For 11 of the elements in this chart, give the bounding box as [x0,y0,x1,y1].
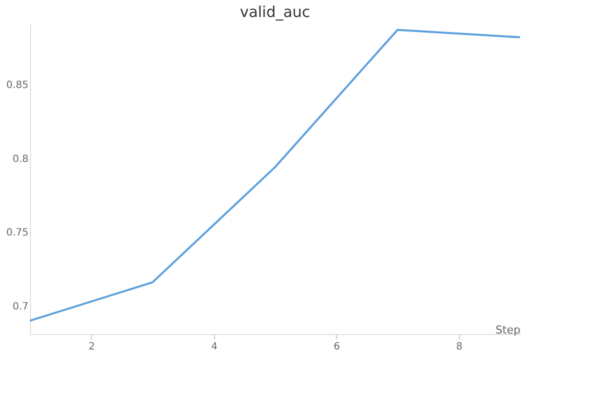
x-axis-title: Step [495,324,521,336]
x-tick-label: 8 [456,342,462,352]
y-tick-label: 0.7 [12,301,28,312]
x-tick-label: 2 [88,342,95,352]
y-tick-label: 0.75 [6,228,28,239]
chart-title: valid_auc [240,3,310,21]
line-series [29,28,521,322]
x-tick-label: 6 [334,342,340,352]
x-tick-label: 4 [211,342,218,352]
y-tick-label: 0.85 [6,80,28,92]
y-tick-label: 0.8 [12,154,28,165]
